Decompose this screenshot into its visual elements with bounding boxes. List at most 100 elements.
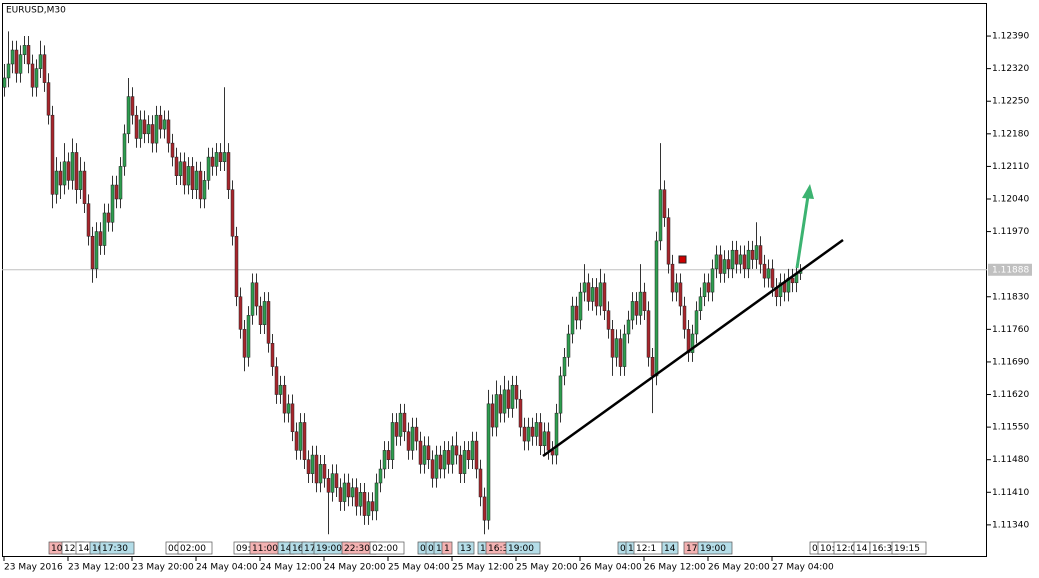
candle-body <box>286 403 291 414</box>
candle-body <box>494 394 499 428</box>
y-tick-label: 1.12040 <box>992 194 1029 204</box>
event-label: 17: <box>686 544 700 554</box>
candle-body <box>122 133 127 167</box>
candle-body <box>390 422 395 460</box>
candle-body <box>398 412 403 437</box>
candle-body <box>150 124 155 144</box>
candle-body <box>74 152 79 190</box>
candle-body <box>362 492 367 516</box>
event-box <box>369 541 405 555</box>
candle-body <box>602 282 607 311</box>
candle-body <box>590 287 595 302</box>
candle-body <box>310 454 315 474</box>
candle-body <box>438 454 443 470</box>
event-label: 19:00 <box>508 544 534 554</box>
event-label: 19:00 <box>700 544 726 554</box>
event-label: 16:3 <box>488 544 508 554</box>
event-label: 12: <box>64 544 78 554</box>
candle-body <box>314 454 319 484</box>
candle-body <box>406 431 411 451</box>
candle-body <box>334 473 339 488</box>
candle-body <box>618 338 623 367</box>
event-label: 12:1 <box>636 544 656 554</box>
candle-body <box>470 440 475 460</box>
candle-body <box>370 501 375 512</box>
candle-body <box>702 282 707 298</box>
y-tick-label: 1.12320 <box>992 64 1029 74</box>
event-label: 10: <box>51 544 65 554</box>
candle-body <box>386 450 391 460</box>
candle-body <box>498 394 503 414</box>
event-label: 0 <box>620 544 626 554</box>
x-tick-label: 26 May 20:00 <box>708 563 770 573</box>
y-tick-label: 1.11410 <box>992 488 1029 498</box>
candle-body <box>118 166 123 200</box>
candle-body <box>690 333 695 353</box>
candle-body <box>142 119 147 135</box>
candle-body <box>330 473 335 493</box>
candle-body <box>298 422 303 451</box>
candle-body <box>538 422 543 446</box>
candle-body <box>570 305 575 335</box>
candle-body <box>270 343 275 367</box>
x-tick-label: 25 May 04:00 <box>388 563 450 573</box>
candle-body <box>50 114 55 195</box>
candle-body <box>258 305 263 325</box>
candle-body <box>454 445 459 456</box>
event-label: 14 <box>78 544 90 554</box>
candle-body <box>154 114 159 144</box>
candle-body <box>338 487 343 502</box>
arrow-shaft <box>795 195 810 269</box>
event-label: 17:30 <box>102 544 128 554</box>
candle-body <box>670 263 675 293</box>
candle-body <box>762 263 767 279</box>
event-label: 16 <box>292 544 304 554</box>
candle-body <box>430 459 435 479</box>
candle-body <box>474 440 479 470</box>
candle-body <box>38 54 43 69</box>
candle-body <box>366 501 371 516</box>
candle-body <box>26 45 31 65</box>
candle-body <box>178 161 183 176</box>
candle-body <box>634 301 639 316</box>
x-tick-label: 23 May 12:00 <box>68 563 130 573</box>
candle-body <box>514 384 519 400</box>
candle-body <box>246 315 251 358</box>
y-tick-label: 1.12390 <box>992 32 1029 42</box>
candle-body <box>758 245 763 265</box>
candle-body <box>186 166 191 186</box>
y-tick-label: 1.11690 <box>992 357 1029 367</box>
candle-body <box>426 445 431 460</box>
candle-body <box>30 63 35 88</box>
candle-body <box>350 487 355 498</box>
candle-body <box>358 492 363 507</box>
candle-body <box>134 114 139 139</box>
candle-body <box>326 478 331 493</box>
candle-body <box>554 412 559 456</box>
candle-body <box>266 301 271 344</box>
event-label: 0 <box>428 544 434 554</box>
candle-body <box>698 296 703 311</box>
arrow-head <box>802 184 814 199</box>
event-box <box>505 541 541 555</box>
candle-body <box>578 291 583 321</box>
candle-body <box>530 426 535 437</box>
candle-body <box>146 124 151 135</box>
candle-body <box>374 482 379 512</box>
candle-body <box>114 184 119 200</box>
candle-body <box>206 156 211 181</box>
trend-line <box>542 238 844 458</box>
candle-body <box>62 161 67 186</box>
x-tick-label: 26 May 04:00 <box>580 563 642 573</box>
candle-body <box>6 63 11 79</box>
event-label: 16:3 <box>872 544 892 554</box>
candle-body <box>598 282 603 307</box>
candle-body <box>278 384 283 395</box>
x-tick-label: 25 May 20:00 <box>516 563 578 573</box>
candle-body <box>110 184 115 223</box>
candle-body <box>502 389 507 414</box>
candle-body <box>194 170 199 190</box>
candle-body <box>10 49 15 65</box>
candle-body <box>710 268 715 293</box>
